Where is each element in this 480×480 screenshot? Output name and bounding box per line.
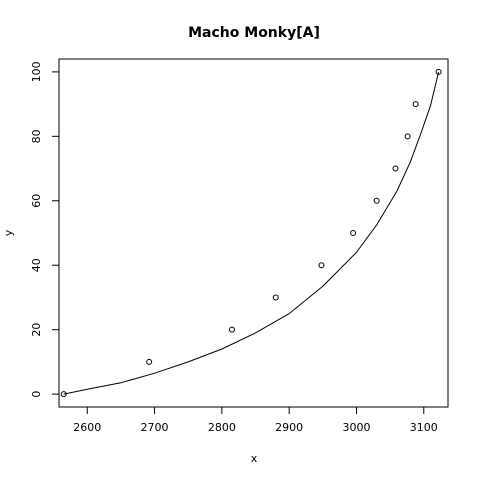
data-point	[392, 165, 399, 172]
y-axis-label: y	[2, 229, 15, 236]
x-tick-label: 2700	[141, 421, 169, 434]
x-tick-label: 3000	[342, 421, 370, 434]
plot-frame	[58, 58, 449, 408]
y-axis: 0 20 40 60 80 100	[30, 61, 60, 398]
data-point	[228, 326, 235, 333]
x-tick-label: 2600	[73, 421, 101, 434]
x-axis: 2600 2700 2800 2900 3000 3100	[73, 406, 438, 434]
data-point	[404, 133, 411, 140]
y-tick-label: 100	[30, 61, 43, 82]
x-tick-label: 2800	[208, 421, 236, 434]
data-point	[272, 294, 279, 301]
x-tick-label: 2900	[275, 421, 303, 434]
plot-content	[60, 68, 442, 398]
data-point	[412, 101, 419, 108]
y-tick-label: 20	[30, 323, 43, 337]
fitted-curve	[63, 71, 440, 395]
data-point	[350, 230, 357, 236]
x-axis-label: x	[251, 452, 258, 465]
y-tick-label: 0	[30, 391, 43, 398]
chart-title: Macho Monky[A]	[188, 25, 320, 41]
data-point	[146, 358, 153, 365]
y-tick-label: 80	[30, 129, 43, 143]
y-tick-label: 40	[30, 258, 43, 272]
data-point	[373, 197, 380, 204]
data-point	[318, 262, 325, 269]
data-point	[435, 68, 442, 75]
x-tick-label: 3100	[410, 421, 438, 434]
y-tick-label: 60	[30, 194, 43, 208]
data-point	[60, 391, 67, 398]
